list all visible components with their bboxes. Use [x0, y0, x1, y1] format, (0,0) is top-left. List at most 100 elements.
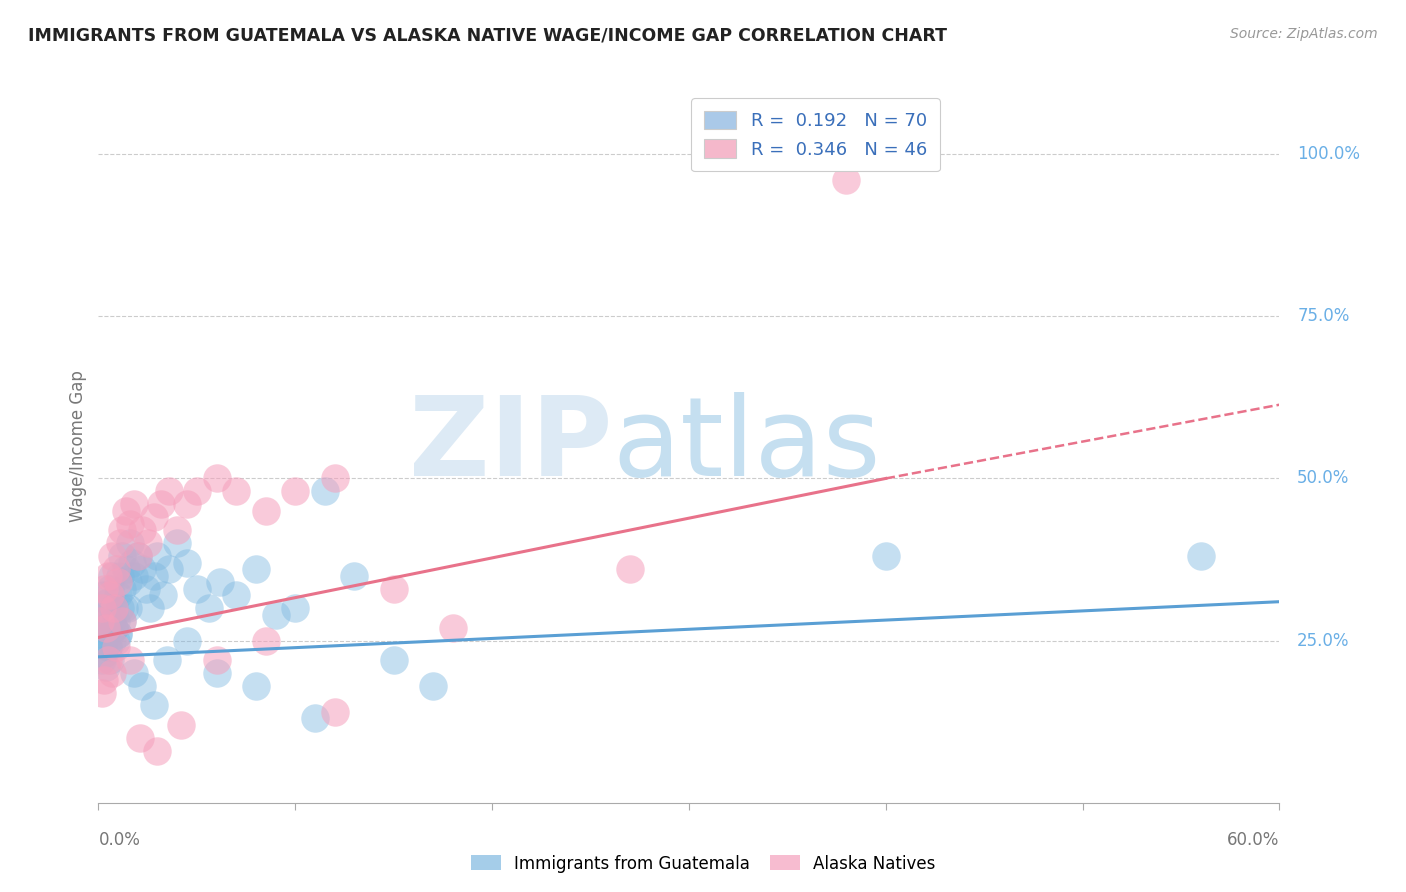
- Point: [93, 647, 115, 661]
- Point: [254, 633, 277, 648]
- Point: [101, 568, 124, 582]
- Point: [107, 588, 129, 602]
- Point: [197, 601, 219, 615]
- Text: IMMIGRANTS FROM GUATEMALA VS ALASKA NATIVE WAGE/INCOME GAP CORRELATION CHART: IMMIGRANTS FROM GUATEMALA VS ALASKA NATI…: [28, 27, 948, 45]
- Point: [96, 621, 118, 635]
- Point: [176, 556, 198, 570]
- Point: [107, 575, 129, 590]
- Point: [122, 666, 145, 681]
- Point: [98, 627, 121, 641]
- Point: [835, 173, 858, 187]
- Point: [107, 627, 129, 641]
- Point: [115, 562, 138, 576]
- Point: [103, 621, 125, 635]
- Point: [98, 582, 121, 596]
- Point: [176, 497, 198, 511]
- Point: [108, 568, 131, 582]
- Point: [97, 595, 120, 609]
- Point: [314, 484, 336, 499]
- Point: [93, 633, 115, 648]
- Point: [264, 607, 287, 622]
- Point: [382, 653, 405, 667]
- Point: [131, 562, 153, 576]
- Point: [97, 653, 120, 667]
- Point: [111, 582, 134, 596]
- Point: [98, 653, 121, 667]
- Point: [93, 588, 115, 602]
- Point: [186, 582, 208, 596]
- Point: [93, 673, 115, 687]
- Point: [254, 504, 277, 518]
- Point: [166, 524, 188, 538]
- Point: [138, 601, 160, 615]
- Point: [157, 562, 180, 576]
- Point: [111, 614, 134, 628]
- Point: [97, 640, 120, 654]
- Point: [118, 536, 141, 550]
- Text: ZIP: ZIP: [409, 392, 612, 500]
- Point: [245, 562, 267, 576]
- Point: [142, 568, 165, 582]
- Point: [107, 627, 129, 641]
- Point: [157, 484, 180, 499]
- Point: [323, 471, 346, 485]
- Point: [103, 601, 125, 615]
- Text: 100.0%: 100.0%: [1298, 145, 1360, 163]
- Point: [875, 549, 897, 564]
- Point: [131, 524, 153, 538]
- Y-axis label: Wage/Income Gap: Wage/Income Gap: [69, 370, 87, 522]
- Point: [91, 685, 114, 699]
- Point: [122, 568, 145, 582]
- Point: [117, 601, 139, 615]
- Point: [150, 497, 173, 511]
- Point: [105, 633, 128, 648]
- Text: 75.0%: 75.0%: [1298, 307, 1350, 326]
- Point: [205, 653, 228, 667]
- Text: 25.0%: 25.0%: [1298, 632, 1350, 649]
- Point: [127, 549, 149, 564]
- Point: [115, 504, 138, 518]
- Point: [205, 666, 228, 681]
- Point: [96, 659, 118, 673]
- Point: [101, 614, 124, 628]
- Point: [91, 653, 114, 667]
- Point: [93, 582, 115, 596]
- Text: 0.0%: 0.0%: [98, 831, 141, 849]
- Point: [441, 621, 464, 635]
- Point: [382, 582, 405, 596]
- Point: [103, 621, 125, 635]
- Point: [135, 582, 157, 596]
- Legend: R =  0.192   N = 70, R =  0.346   N = 46: R = 0.192 N = 70, R = 0.346 N = 46: [692, 98, 939, 171]
- Point: [121, 556, 143, 570]
- Point: [105, 640, 128, 654]
- Point: [108, 536, 131, 550]
- Legend: Immigrants from Guatemala, Alaska Natives: Immigrants from Guatemala, Alaska Native…: [464, 848, 942, 880]
- Point: [422, 679, 444, 693]
- Point: [91, 627, 114, 641]
- Point: [127, 549, 149, 564]
- Point: [89, 614, 111, 628]
- Point: [103, 601, 125, 615]
- Point: [112, 601, 135, 615]
- Point: [142, 510, 165, 524]
- Point: [105, 614, 128, 628]
- Point: [96, 621, 118, 635]
- Point: [105, 562, 128, 576]
- Point: [323, 705, 346, 719]
- Text: 60.0%: 60.0%: [1227, 831, 1279, 849]
- Point: [111, 524, 134, 538]
- Point: [89, 614, 111, 628]
- Point: [186, 484, 208, 499]
- Point: [245, 679, 267, 693]
- Point: [91, 601, 114, 615]
- Point: [284, 601, 307, 615]
- Point: [209, 575, 232, 590]
- Point: [111, 549, 134, 564]
- Point: [152, 588, 174, 602]
- Point: [97, 568, 120, 582]
- Point: [111, 614, 134, 628]
- Point: [97, 640, 120, 654]
- Point: [122, 497, 145, 511]
- Point: [96, 607, 118, 622]
- Point: [146, 744, 169, 758]
